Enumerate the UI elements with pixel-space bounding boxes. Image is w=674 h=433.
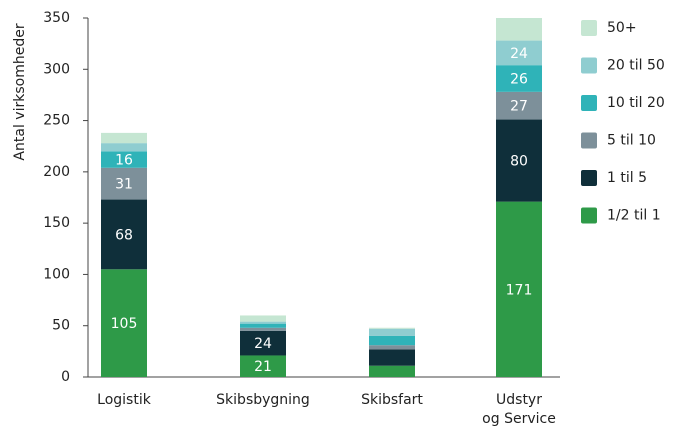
x-tick-label: Skibsbygning [216, 392, 310, 408]
x-tick-label: Skibsfart [361, 392, 423, 408]
value-label: 105 [111, 316, 138, 332]
value-label: 24 [254, 336, 272, 352]
bar-segment [240, 327, 286, 331]
y-tick-label: 350 [43, 10, 70, 26]
bar-segment [369, 365, 415, 377]
y-tick-label: 0 [61, 369, 70, 385]
bar-segment [101, 132, 147, 144]
bar-segment [496, 65, 542, 92]
bar-segment [369, 349, 415, 366]
bar-segment [369, 328, 415, 336]
legend-label: 10 til 20 [607, 95, 665, 111]
bar-segment [496, 119, 542, 202]
bar-segment [369, 335, 415, 346]
bar-segment [369, 327, 415, 329]
bar-segment [496, 201, 542, 377]
legend-label: 1 til 5 [607, 170, 647, 186]
x-tick-label: Logistik [97, 392, 151, 408]
bar-segment [101, 199, 147, 270]
legend-swatch [581, 95, 597, 111]
value-label: 21 [254, 359, 272, 375]
y-tick-label: 200 [43, 164, 70, 180]
x-tick-label: Udstyr og Service [482, 392, 556, 427]
y-axis-label: Antal virksomheder [12, 23, 28, 160]
bar-segment [240, 330, 286, 356]
bar-segment [240, 315, 286, 322]
bar-segment [101, 143, 147, 152]
legend-label: 50+ [607, 20, 637, 36]
legend-label: 1/2 til 1 [607, 208, 661, 224]
bar-segment [101, 167, 147, 200]
bar-segment [240, 321, 286, 324]
bar-segment [101, 269, 147, 377]
y-tick-label: 100 [43, 266, 70, 282]
y-tick-label: 150 [43, 215, 70, 231]
bar-segment [240, 355, 286, 377]
bar-segment [369, 345, 415, 350]
y-tick-label: 50 [52, 318, 70, 334]
bar-segment [496, 40, 542, 66]
legend-swatch [581, 170, 597, 186]
value-label: 31 [115, 177, 133, 193]
value-label: 24 [510, 46, 528, 62]
value-label: 171 [506, 282, 533, 298]
bar-segment [240, 323, 286, 328]
y-tick-label: 250 [43, 113, 70, 129]
value-label: 26 [510, 72, 528, 88]
value-label: 16 [115, 153, 133, 169]
legend-label: 5 til 10 [607, 133, 656, 149]
legend-swatch [581, 132, 597, 149]
legend-swatch [581, 20, 597, 36]
value-label: 68 [115, 227, 133, 243]
legend-label: 20 til 50 [607, 58, 665, 74]
bar-segment [101, 151, 147, 168]
legend-swatch [581, 207, 597, 224]
value-label: 80 [510, 154, 528, 170]
value-label: 27 [510, 99, 528, 115]
bar-segment [496, 91, 542, 120]
legend-swatch [581, 57, 597, 74]
bar-segment [496, 18, 542, 41]
y-tick-label: 300 [43, 61, 70, 77]
